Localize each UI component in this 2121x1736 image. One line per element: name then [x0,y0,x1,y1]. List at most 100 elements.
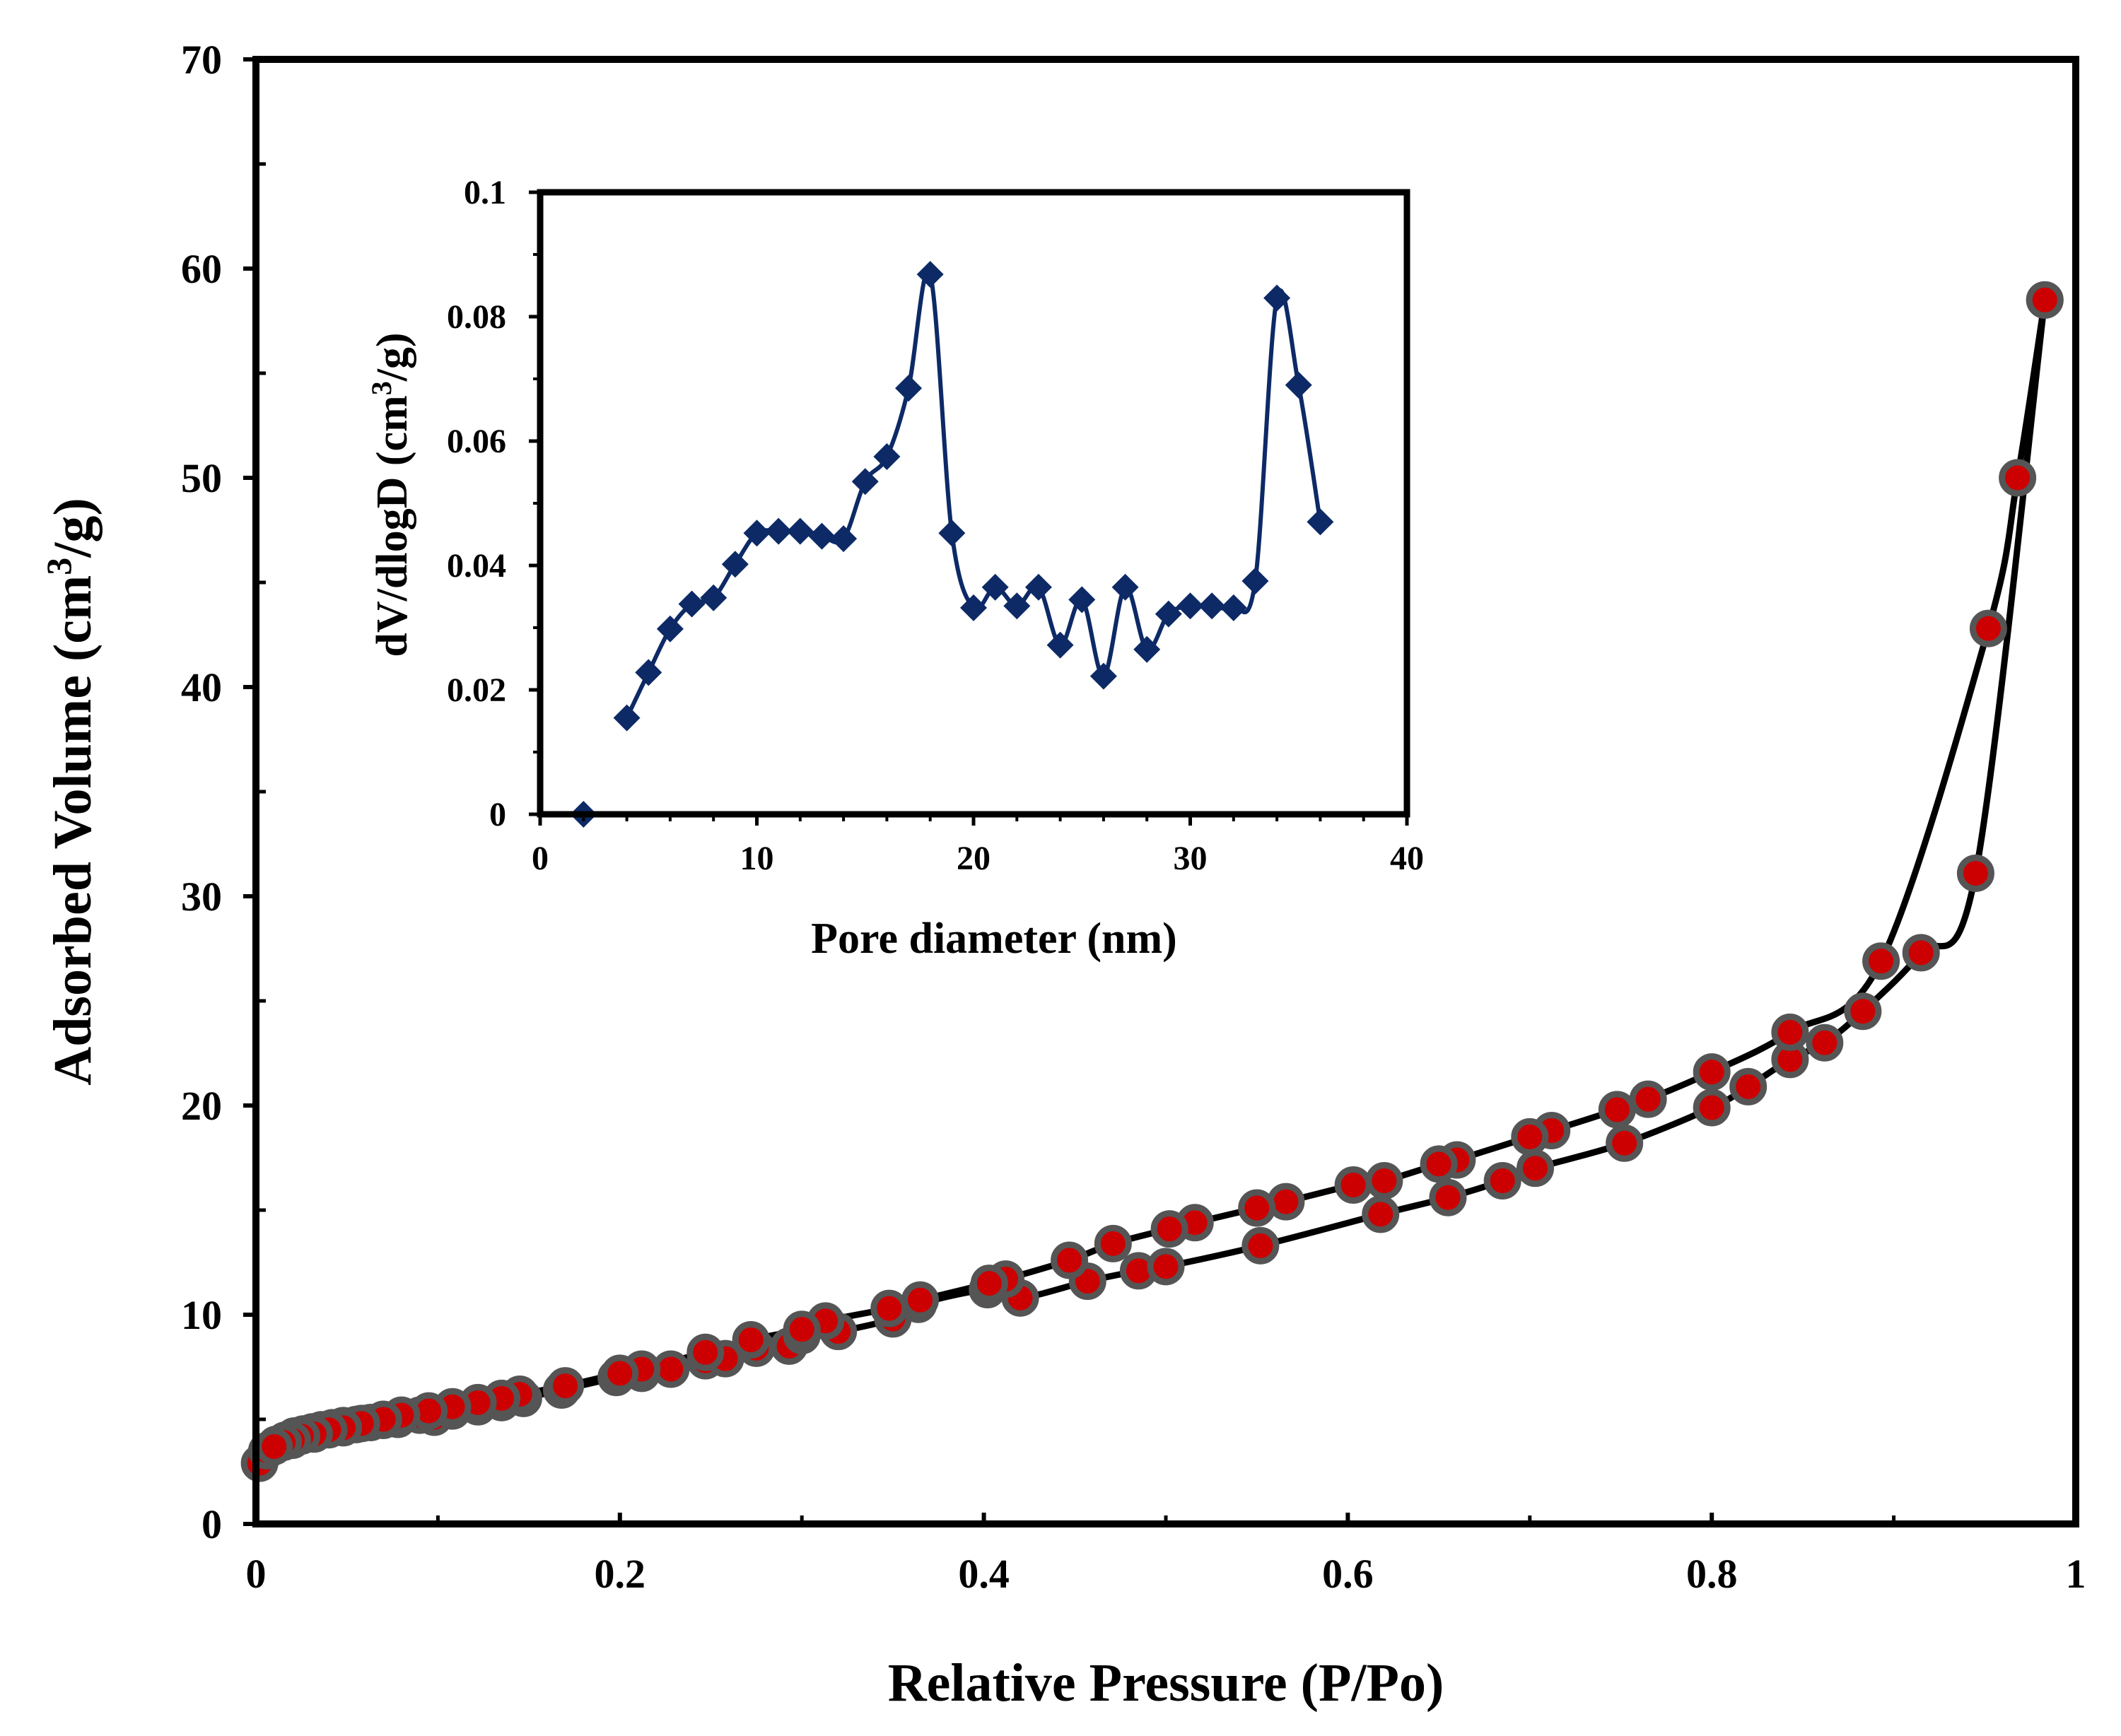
main-data-point-desorption [1598,1091,1636,1129]
main-data-point-desorption [1999,459,2037,497]
inset-data-point [851,468,879,495]
inset-y-axis-title-superscript: 3 [366,381,397,395]
main-data-point-adsorption [1429,1178,1467,1216]
inset-data-point [786,517,814,545]
inset-background [537,191,1407,813]
main-data-point-desorption [1334,1166,1372,1204]
inset-y-tick-label: 0.1 [464,174,506,211]
main-x-axis-title: Relative Pressure (P/Po) [888,1653,1444,1713]
main-data-point-adsorption [1693,1089,1731,1127]
main-y-axis-title: Adsorbed Volume (cm3/g) [39,498,103,1085]
main-data-point-adsorption [1902,934,1940,972]
inset-data-point [1133,635,1161,663]
main-data-point-adsorption [1241,1226,1280,1265]
main-y-tick-label: 10 [181,1292,222,1338]
main-x-ticks: 0 0.2 0.4 0.6 0.8 1 [246,1513,2086,1597]
main-data-point-desorption [1862,942,1900,980]
inset-y-ticks: 0 0.02 0.04 0.06 0.08 0.1 [447,174,540,833]
inset-data-point [700,584,728,611]
main-data-point-desorption [870,1289,908,1327]
main-data-point-desorption [1150,1210,1188,1248]
inset-y-axis-title-main: dV/dlogD (cm [368,395,416,657]
inset-data-point [765,517,793,545]
main-data-point-desorption [1094,1224,1132,1262]
inset-data-point [1220,594,1247,621]
inset-data-point [938,520,966,547]
inset-data-point [1198,592,1226,620]
inset-data-point [743,520,771,547]
main-data-point-adsorption [1606,1124,1644,1162]
inset-data-point [1155,600,1182,628]
main-data-point-desorption [1771,1013,1809,1051]
inset-x-tick-label: 20 [957,840,991,877]
main-data-point-desorption [686,1333,725,1371]
main-y-tick-label: 50 [181,455,222,501]
main-data-point-desorption [547,1367,585,1405]
main-x-tick-label: 0.4 [958,1551,1010,1597]
inset-data-point [1046,631,1074,659]
inset-data-point [1285,371,1312,399]
inset-y-tick-label: 0 [489,796,506,833]
main-x-tick-label: 0.8 [1686,1551,1738,1597]
inset-x-tick-label: 10 [740,840,774,877]
inset-data-point [808,522,836,550]
inset-markers [570,261,1334,828]
main-data-point-desorption [2026,281,2064,319]
main-data-point-desorption [901,1281,940,1319]
main-x-tick-label: 0.2 [595,1551,646,1597]
inset-data-point [960,594,987,621]
inset-y-axis-title-tail: /g) [368,332,416,382]
inset-data-point [1263,284,1291,312]
main-data-point-desorption [255,1427,293,1465]
main-data-point-desorption [1693,1053,1731,1091]
inset-y-axis-title: dV/dlogD (cm3/g) [366,332,416,657]
inset-y-tick-label: 0.08 [447,298,506,336]
main-data-point-desorption [732,1321,770,1359]
main-data-point-desorption [601,1354,639,1392]
main-y-tick-label: 20 [181,1083,222,1129]
main-data-point-adsorption [1844,992,1882,1031]
inset-y-tick-label: 0.04 [447,547,506,585]
main-y-tick-label: 60 [181,246,222,292]
inset-y-tick-label: 0.02 [447,671,506,709]
inset-data-point [721,551,749,578]
main-data-point-desorption [1365,1162,1403,1200]
inset-x-tick-label: 30 [1174,840,1208,877]
inset-data-point [1003,592,1031,620]
inset-data-point [1111,573,1139,601]
main-data-point-adsorption [1806,1024,1844,1062]
main-data-point-desorption [970,1265,1008,1303]
inset-data-point [981,573,1009,601]
inset-data-point [613,704,641,732]
main-x-tick-label: 1 [2066,1551,2086,1597]
inset-y-tick-label: 0.06 [447,423,506,460]
inset-data-point [1068,586,1096,614]
main-data-point-desorption [1051,1241,1089,1279]
main-y-tick-label: 70 [181,37,222,83]
main-y-axis-title-superscript: 3 [39,558,78,575]
inset-data-point [916,261,944,288]
main-y-tick-label: 0 [201,1501,222,1547]
main-data-point-adsorption [1362,1195,1400,1233]
inset-data-point [1176,592,1204,620]
main-data-point-adsorption [1517,1149,1555,1187]
main-data-point-desorption [1629,1080,1667,1118]
main-data-point-desorption [1969,609,2007,647]
main-x-tick-label: 0.6 [1322,1551,1374,1597]
main-data-point-adsorption [1147,1248,1185,1286]
inset-data-point [1089,662,1117,690]
main-data-point-adsorption [1729,1067,1768,1105]
inset-data-point [873,443,901,470]
main-x-tick-label: 0 [246,1551,267,1597]
main-data-point-desorption [1267,1183,1305,1221]
main-markers [240,281,2064,1482]
inset-data-point [1241,568,1269,594]
main-y-axis-title-tail: /g) [43,498,103,558]
inset-x-tick-label: 0 [532,840,549,877]
inset-data-point [678,590,706,618]
inset-x-ticks: 0 10 20 30 40 [532,814,1424,877]
inset-data-point [895,375,923,402]
main-y-axis-title-main: Adsorbed Volume (cm [43,575,103,1086]
main-data-point-desorption [1238,1189,1276,1227]
